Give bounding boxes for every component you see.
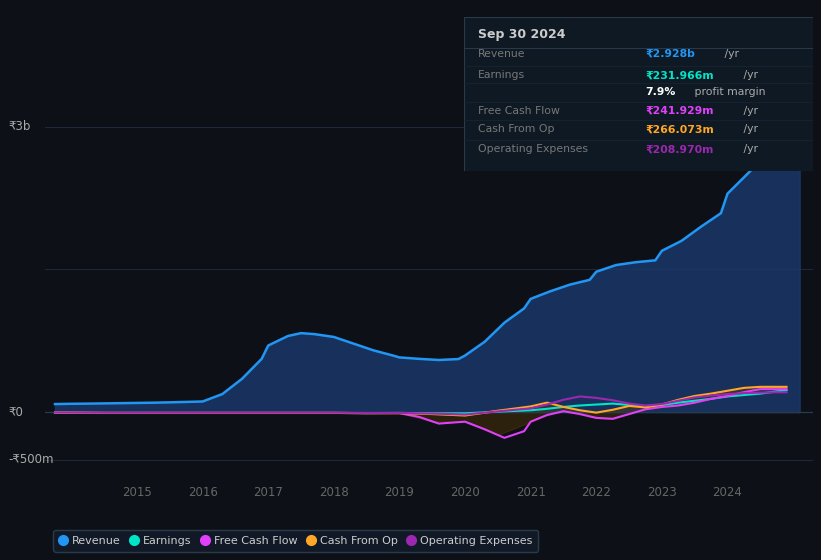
Text: /yr: /yr [741, 106, 759, 116]
Text: /yr: /yr [741, 71, 759, 80]
Text: Free Cash Flow: Free Cash Flow [478, 106, 560, 116]
Text: ₹3b: ₹3b [8, 120, 30, 133]
Text: Earnings: Earnings [478, 71, 525, 80]
Text: 7.9%: 7.9% [645, 87, 676, 97]
Legend: Revenue, Earnings, Free Cash Flow, Cash From Op, Operating Expenses: Revenue, Earnings, Free Cash Flow, Cash … [53, 530, 538, 552]
Text: Operating Expenses: Operating Expenses [478, 144, 588, 154]
Text: ₹0: ₹0 [8, 405, 23, 419]
Text: Sep 30 2024: Sep 30 2024 [478, 27, 566, 40]
Text: ₹2.928b: ₹2.928b [645, 49, 695, 59]
Text: Revenue: Revenue [478, 49, 525, 59]
Text: ₹266.073m: ₹266.073m [645, 124, 714, 134]
Text: /yr: /yr [741, 124, 759, 134]
Text: ₹208.970m: ₹208.970m [645, 144, 713, 154]
Text: /yr: /yr [721, 49, 739, 59]
Text: Cash From Op: Cash From Op [478, 124, 554, 134]
Text: -₹500m: -₹500m [8, 453, 53, 466]
Text: ₹241.929m: ₹241.929m [645, 106, 713, 116]
Text: ₹231.966m: ₹231.966m [645, 71, 714, 80]
Text: profit margin: profit margin [691, 87, 766, 97]
Text: /yr: /yr [741, 144, 759, 154]
